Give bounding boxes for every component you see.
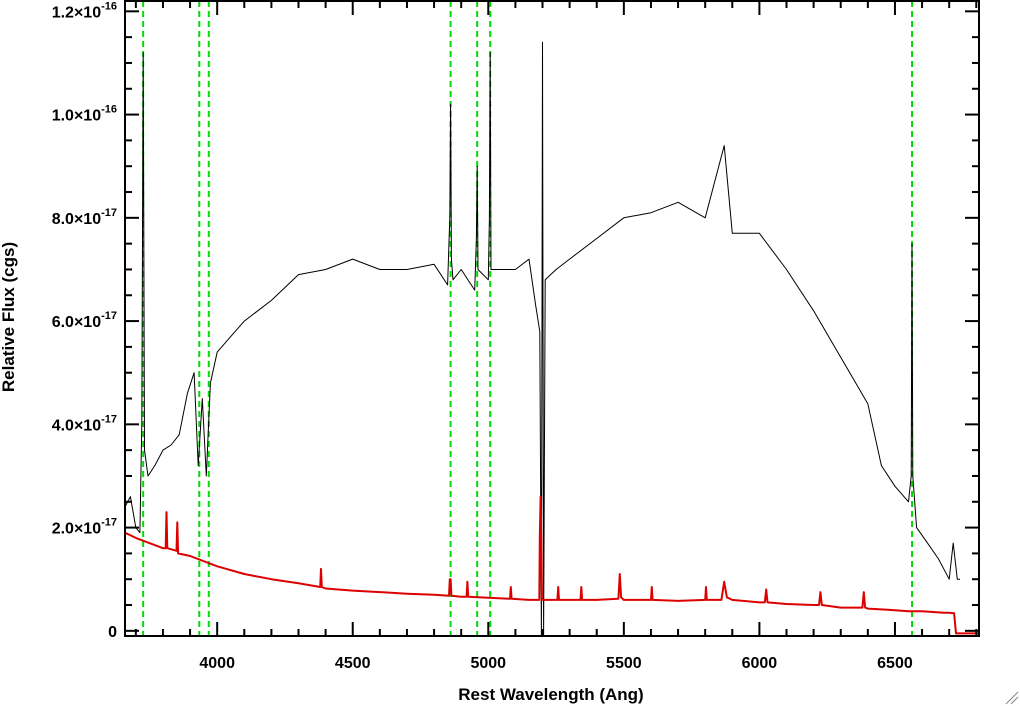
y-tick-label: 8.0×10-17: [52, 207, 117, 228]
y-tick-label: 1.0×10-16: [52, 104, 117, 125]
series-line-1: [124, 495, 979, 635]
y-tick-label: 6.0×10-17: [52, 310, 117, 331]
x-tick-label: 5500: [606, 655, 642, 672]
resize-grip-icon: [1005, 691, 1019, 705]
x-tick-label: 4000: [199, 655, 235, 672]
series-line-0: [124, 41, 960, 637]
y-tick-label: 0: [108, 624, 117, 641]
x-tick-label: 6000: [742, 655, 778, 672]
series-layer: [124, 41, 979, 637]
y-axis-title: Relative Flux (cgs): [0, 242, 18, 392]
x-tick-label: 5000: [470, 655, 506, 672]
axes-box: [124, 0, 980, 637]
plot-frame: [124, 0, 980, 637]
y-axis-ticks: 0 2.0×10-17 4.0×10-17 6.0×10-17 8.0×10-17 1.0…: [52, 0, 979, 641]
x-tick-label: 4500: [335, 655, 371, 672]
x-axis-title: Rest Wavelength (Ang): [458, 685, 643, 704]
y-tick-label: 1.2×10-16: [52, 0, 117, 21]
y-tick-label: 2.0×10-17: [52, 517, 117, 538]
x-axis-ticks: 4000 4500 5000 5500 6000 6500: [134, 1, 978, 672]
y-tick-label: 4.0×10-17: [52, 413, 117, 434]
x-tick-label: 6500: [877, 655, 913, 672]
